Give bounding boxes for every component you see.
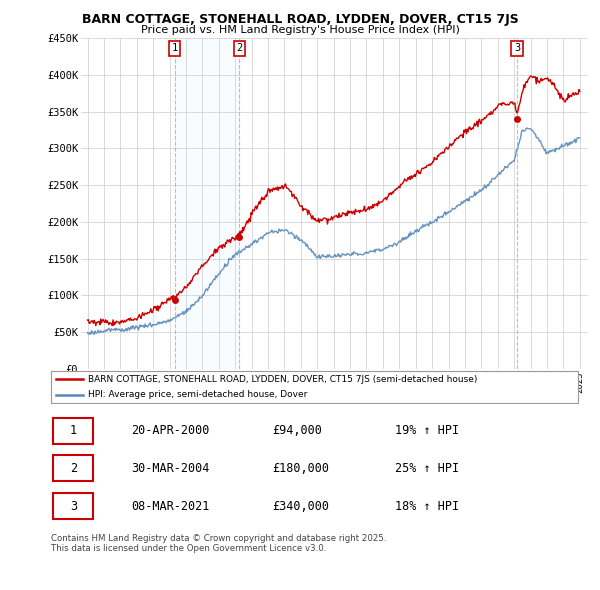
FancyBboxPatch shape <box>50 371 578 403</box>
Text: 3: 3 <box>70 500 77 513</box>
Bar <box>175 38 239 369</box>
Text: BARN COTTAGE, STONEHALL ROAD, LYDDEN, DOVER, CT15 7JS (semi-detached house): BARN COTTAGE, STONEHALL ROAD, LYDDEN, DO… <box>88 375 478 384</box>
Text: £180,000: £180,000 <box>272 462 329 475</box>
Text: BARN COTTAGE, STONEHALL ROAD, LYDDEN, DOVER, CT15 7JS: BARN COTTAGE, STONEHALL ROAD, LYDDEN, DO… <box>82 13 518 26</box>
Text: HPI: Average price, semi-detached house, Dover: HPI: Average price, semi-detached house,… <box>88 391 307 399</box>
Text: 08-MAR-2021: 08-MAR-2021 <box>131 500 209 513</box>
Text: 1: 1 <box>70 424 77 437</box>
Text: 18% ↑ HPI: 18% ↑ HPI <box>395 500 459 513</box>
Text: Price paid vs. HM Land Registry's House Price Index (HPI): Price paid vs. HM Land Registry's House … <box>140 25 460 35</box>
Text: 1: 1 <box>172 43 178 53</box>
Text: £94,000: £94,000 <box>272 424 322 437</box>
FancyBboxPatch shape <box>53 493 94 519</box>
Text: 25% ↑ HPI: 25% ↑ HPI <box>395 462 459 475</box>
FancyBboxPatch shape <box>53 455 94 481</box>
Text: Contains HM Land Registry data © Crown copyright and database right 2025.
This d: Contains HM Land Registry data © Crown c… <box>51 534 386 553</box>
Text: £340,000: £340,000 <box>272 500 329 513</box>
Text: 2: 2 <box>236 43 242 53</box>
FancyBboxPatch shape <box>53 418 94 444</box>
Text: 30-MAR-2004: 30-MAR-2004 <box>131 462 209 475</box>
Text: 3: 3 <box>514 43 520 53</box>
Text: 20-APR-2000: 20-APR-2000 <box>131 424 209 437</box>
Text: 2: 2 <box>70 462 77 475</box>
Text: 19% ↑ HPI: 19% ↑ HPI <box>395 424 459 437</box>
